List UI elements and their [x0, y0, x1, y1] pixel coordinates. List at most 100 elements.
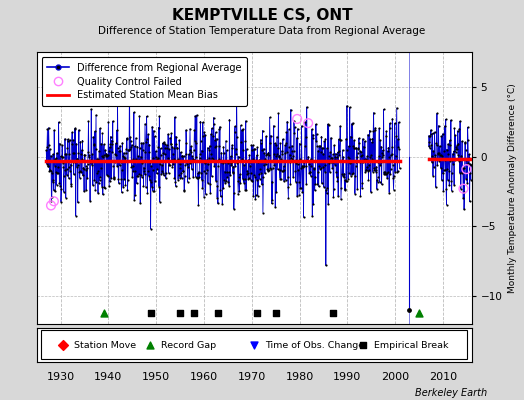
Point [460, 165, 468, 171]
Point [191, 112, 200, 119]
Point [308, 213, 316, 220]
Point [465, 198, 474, 205]
Point [276, 175, 284, 182]
Point [442, 202, 451, 208]
Point [443, 146, 451, 153]
Point [141, 121, 149, 127]
Point [379, 147, 387, 154]
Point [50, 198, 58, 204]
Point [105, 144, 114, 150]
Point [73, 156, 82, 162]
Point [378, 150, 386, 156]
Point [390, 120, 399, 126]
Point [122, 150, 130, 156]
Point [56, 183, 64, 190]
Point [342, 178, 350, 184]
Point [302, 181, 311, 187]
Point [447, 178, 455, 184]
Point [105, 182, 113, 189]
Point [453, 128, 462, 134]
Point [429, 173, 437, 179]
Point [183, 158, 191, 164]
Point [173, 144, 181, 151]
Point [240, 162, 248, 168]
Point [372, 166, 380, 173]
Point [210, 121, 218, 127]
Point [156, 145, 165, 152]
Point [290, 130, 299, 136]
Point [186, 126, 194, 132]
Point [365, 162, 373, 168]
Point [343, 102, 351, 109]
Point [246, 176, 255, 183]
Point [107, 175, 115, 181]
Point [425, 132, 433, 139]
Point [438, 177, 446, 183]
Point [108, 149, 116, 155]
Point [363, 153, 372, 159]
Point [217, 159, 225, 165]
Point [95, 180, 103, 186]
Point [393, 169, 401, 175]
Point [237, 127, 246, 133]
Point [267, 166, 276, 172]
Point [461, 140, 469, 146]
Point [60, 167, 69, 174]
Point [247, 147, 256, 154]
Point [58, 154, 67, 160]
Point [250, 146, 259, 152]
Point [115, 180, 123, 186]
Point [449, 156, 457, 163]
Point [364, 168, 372, 174]
Point [234, 178, 242, 184]
Point [362, 167, 370, 174]
Point [66, 137, 74, 144]
Point [172, 141, 181, 148]
Point [62, 151, 70, 157]
Point [361, 138, 369, 144]
Point [288, 148, 297, 154]
Point [46, 167, 54, 174]
Point [143, 189, 151, 196]
Point [368, 135, 377, 142]
Point [42, 147, 50, 154]
Point [148, 124, 156, 130]
Point [104, 172, 112, 179]
Point [72, 140, 80, 147]
Point [67, 181, 75, 187]
Point [309, 135, 317, 141]
Point [206, 181, 214, 188]
Point [433, 151, 442, 157]
Point [205, 143, 214, 149]
Point [127, 164, 136, 170]
Point [289, 148, 298, 154]
Point [386, 120, 394, 126]
Point [299, 214, 308, 220]
Point [113, 163, 122, 170]
Point [233, 93, 241, 100]
Point [359, 143, 368, 150]
Point [84, 118, 93, 124]
Point [302, 104, 311, 110]
Point [171, 183, 180, 190]
Point [195, 154, 204, 161]
Point [166, 162, 174, 168]
Point [124, 147, 133, 153]
Point [92, 178, 101, 185]
Text: Difference of Station Temperature Data from Regional Average: Difference of Station Temperature Data f… [99, 26, 425, 36]
Point [245, 175, 253, 181]
Point [370, 165, 378, 172]
Point [61, 194, 70, 201]
Point [116, 143, 124, 149]
Point [81, 162, 90, 169]
Point [178, 175, 186, 181]
Point [123, 136, 132, 142]
Point [291, 168, 299, 175]
Point [266, 164, 275, 171]
Point [142, 138, 150, 145]
Point [266, 139, 274, 146]
Point [187, 143, 195, 150]
Point [103, 172, 111, 178]
Point [241, 138, 249, 145]
Point [230, 189, 238, 196]
